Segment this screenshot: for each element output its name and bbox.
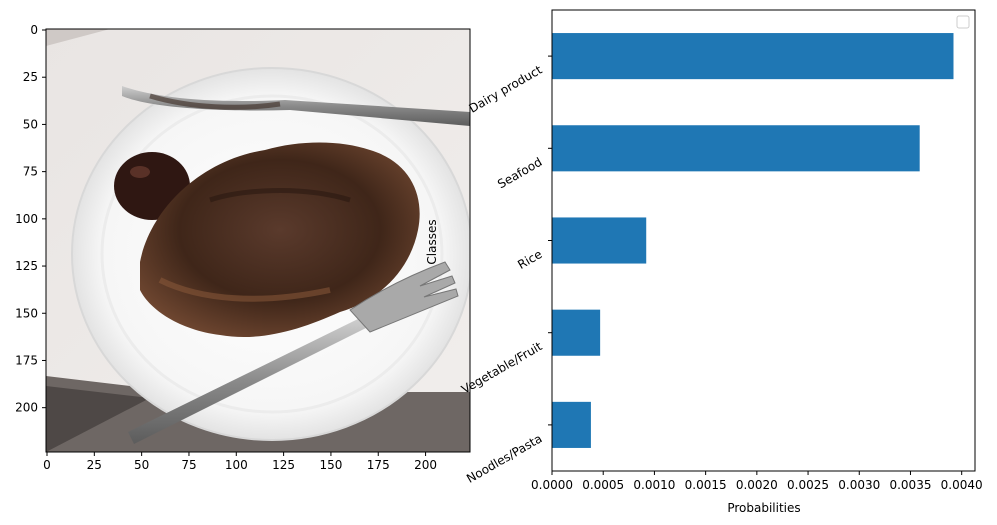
bar-chart-x-tick-label: 0.0040 <box>941 478 983 492</box>
category-label: Seafood <box>495 155 544 192</box>
image-y-tick-label: 100 <box>15 212 38 226</box>
image-x-tick-label: 0 <box>43 458 51 472</box>
bar-chart-x-axis-label: Probabilities <box>727 501 800 515</box>
image-y-tick-label: 25 <box>23 70 38 84</box>
food-image-panel: 0 25 50 75 100 125 150 175 200 0 25 50 75 100 125 150 1… <box>15 23 471 472</box>
image-y-tick-label: 175 <box>15 353 38 367</box>
image-y-tick-label: 75 <box>23 165 38 179</box>
image-y-tick-label: 50 <box>23 117 38 131</box>
image-x-tick-label: 25 <box>87 458 102 472</box>
bar <box>552 309 601 356</box>
category-label: Rice <box>515 247 544 272</box>
image-y-tick-label: 0 <box>30 23 38 37</box>
image-y-axis: 0 25 50 75 100 125 150 175 200 <box>15 23 46 415</box>
bar <box>552 217 647 264</box>
bar-chart-x-tick-label: 0.0015 <box>685 478 727 492</box>
image-x-tick-label: 100 <box>225 458 248 472</box>
image-x-tick-label: 175 <box>367 458 390 472</box>
bar-chart-y-axis: Dairy productSeafoodRiceVegetable/FruitN… <box>459 55 552 486</box>
bar-series <box>552 33 954 448</box>
image-x-tick-label: 200 <box>414 458 437 472</box>
bar <box>552 33 954 80</box>
image-y-tick-label: 125 <box>15 259 38 273</box>
bar-chart-x-tick-label: 0.0030 <box>838 478 880 492</box>
image-y-tick-label: 150 <box>15 306 38 320</box>
image-x-tick-label: 75 <box>181 458 196 472</box>
bar-chart-x-tick-label: 0.0025 <box>787 478 829 492</box>
bar-chart-x-tick-label: 0.0020 <box>736 478 778 492</box>
image-x-tick-label: 150 <box>319 458 342 472</box>
bar-chart-y-axis-label: Classes <box>425 219 439 264</box>
bar <box>552 125 920 172</box>
category-label: Dairy product <box>467 62 545 115</box>
bar-chart-x-tick-label: 0.0005 <box>582 478 624 492</box>
bar-chart-x-tick-label: 0.0000 <box>531 478 573 492</box>
image-x-axis: 0 25 50 75 100 125 150 175 200 <box>43 452 437 472</box>
image-x-tick-label: 125 <box>272 458 295 472</box>
bar-chart-x-axis: 0.0000 0.0005 0.0010 0.0015 0.0020 0.0025 0.00… <box>531 471 983 492</box>
image-y-tick-label: 200 <box>15 401 38 415</box>
bar-chart-x-tick-label: 0.0010 <box>633 478 675 492</box>
bar <box>552 401 591 448</box>
empty-legend-box <box>956 15 970 29</box>
steak-plate-photo <box>46 29 470 452</box>
bar-chart-panel: 0.0000 0.0005 0.0010 0.0015 0.0020 0.0025 0.00… <box>425 9 983 515</box>
bar-chart-x-tick-label: 0.0035 <box>889 478 931 492</box>
image-axes-frame <box>45 28 471 453</box>
image-x-tick-label: 50 <box>134 458 149 472</box>
category-label: Vegetable/Fruit <box>459 339 545 397</box>
